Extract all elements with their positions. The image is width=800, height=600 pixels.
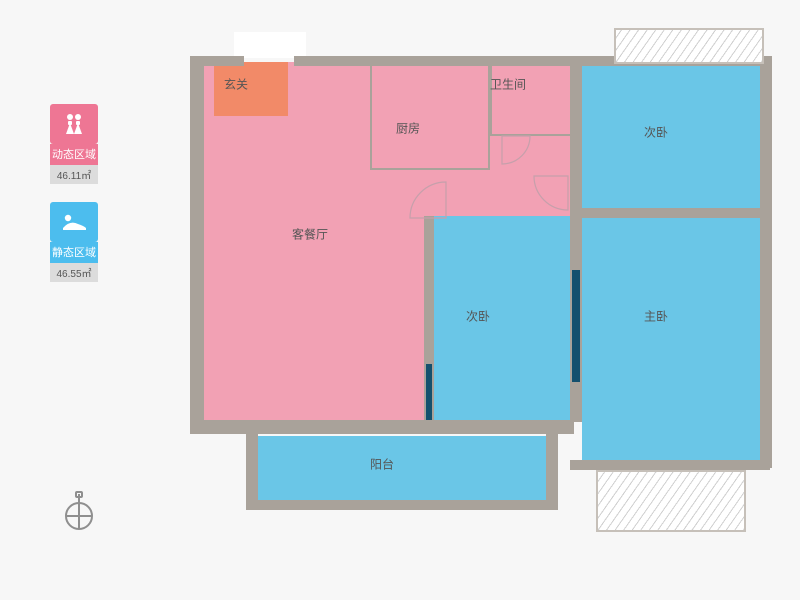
legend-dynamic-value: 46.11㎡ [50,165,98,184]
floor-plan: 玄关客餐厅厨房卫生间次卧次卧主卧阳台 [190,28,782,582]
legend-static: 静态区域 46.55㎡ [44,202,104,282]
interior-wall [246,500,558,510]
label-master: 主卧 [644,308,668,325]
hatched-area [614,28,764,64]
compass-icon [62,490,96,534]
rest-icon [50,202,98,242]
outer-wall [570,460,770,470]
room-master [582,216,770,464]
room-bed2a [582,62,770,212]
label-bed2b: 次卧 [466,308,490,325]
label-bath: 卫生间 [490,76,526,93]
legend-static-title: 静态区域 [50,242,98,263]
label-kitchen: 厨房 [396,120,420,137]
interior-wall [546,434,558,508]
hatched-area [596,470,746,532]
legend-dynamic: 动态区域 46.11㎡ [44,104,104,184]
legend-dynamic-title: 动态区域 [50,144,98,165]
outer-wall [760,56,772,468]
zone-legend: 动态区域 46.11㎡ 静态区域 46.55㎡ [44,104,104,300]
people-icon [50,104,98,144]
label-balcony: 阳台 [370,456,394,473]
interior-wall [204,420,574,434]
label-entry: 玄关 [224,76,248,93]
legend-static-value: 46.55㎡ [50,263,98,282]
divider [572,270,580,382]
label-bed2a: 次卧 [644,124,668,141]
interior-wall [246,434,258,508]
door-arc [532,140,604,212]
label-living: 客餐厅 [292,226,328,243]
divider [426,364,432,420]
door-arc [472,106,532,166]
room-balcony [258,436,546,504]
outer-wall [190,56,244,66]
outer-wall [190,56,204,434]
door-arc [408,180,484,256]
